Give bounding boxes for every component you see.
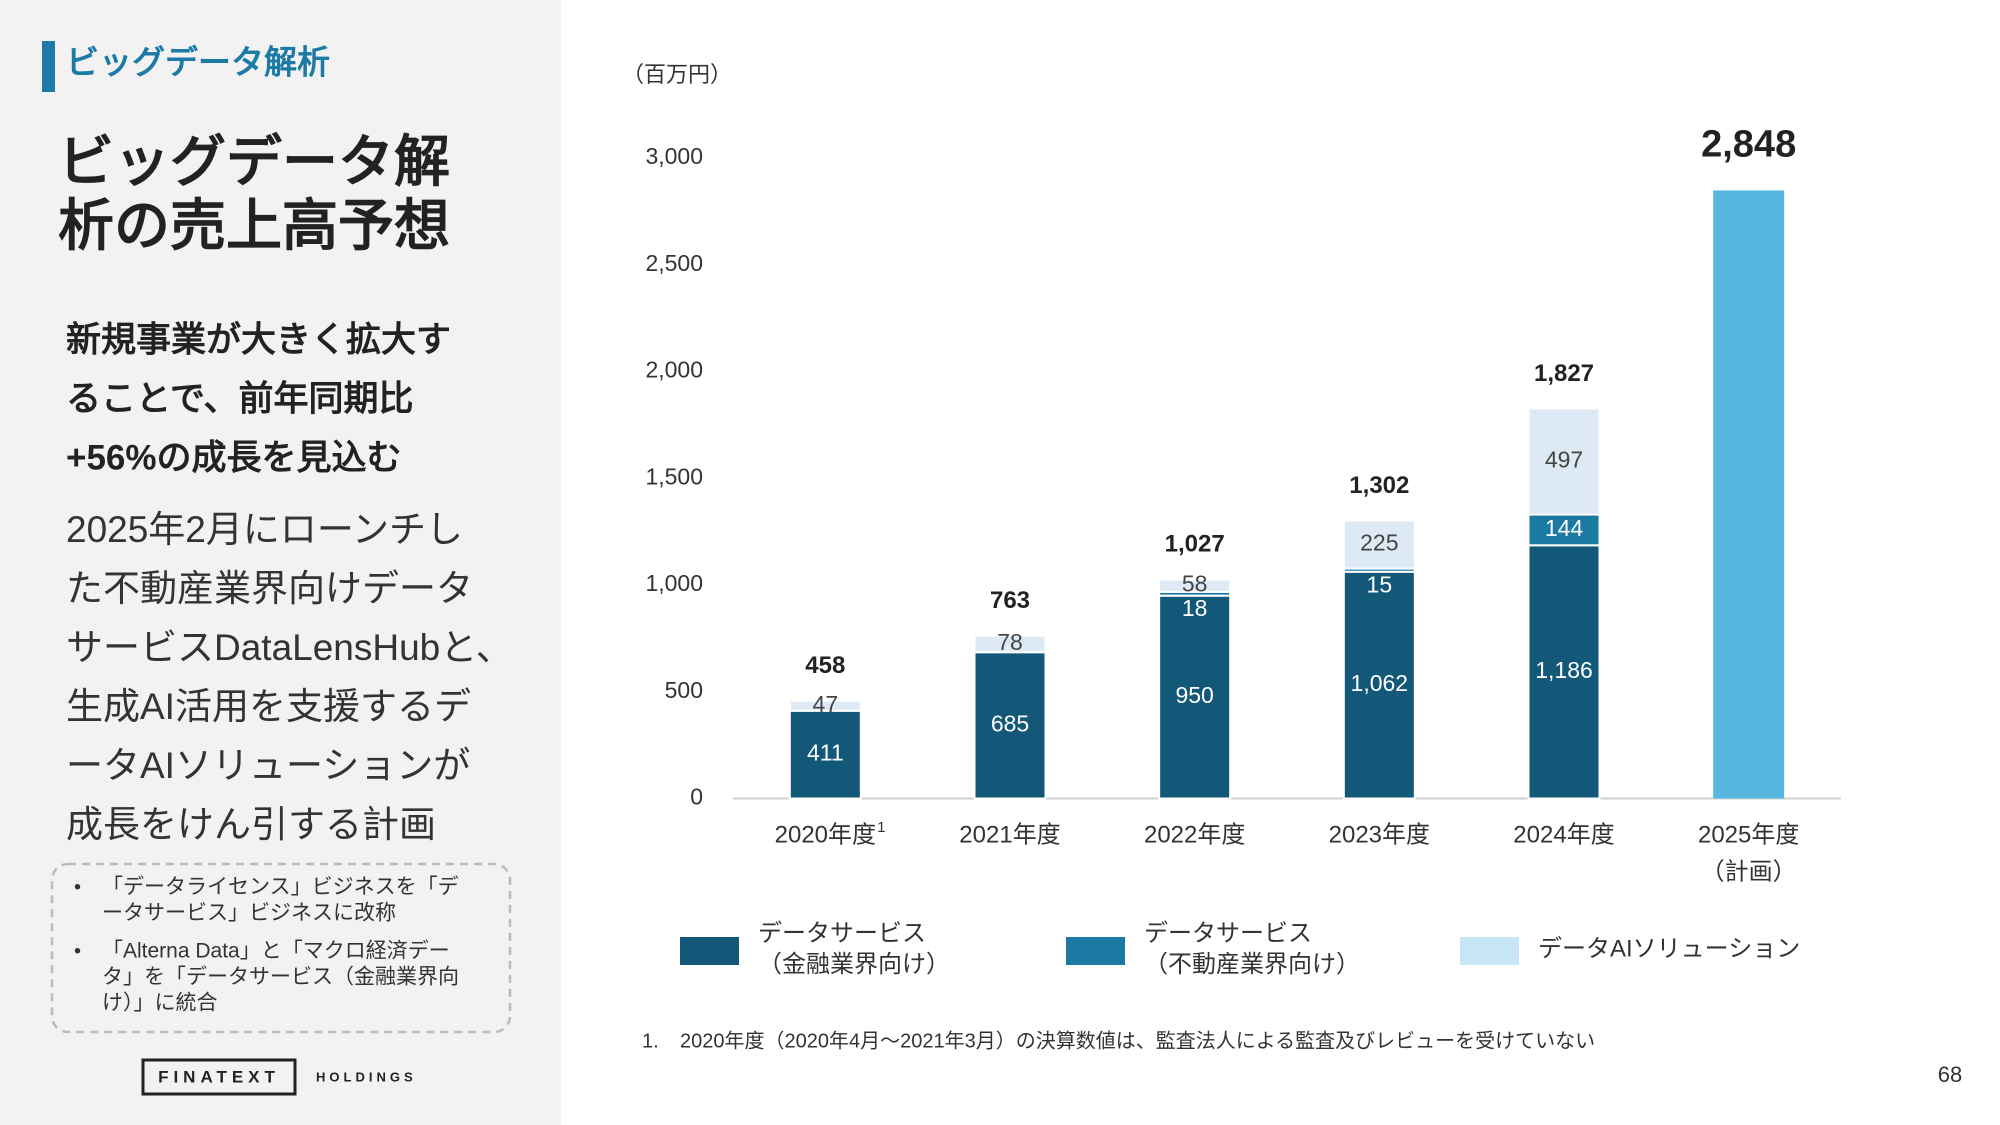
bar-segment (788, 699, 862, 712)
body-text: た不動産業界向けデータ (66, 568, 473, 609)
sidebar-bg (0, 0, 561, 1125)
x-tick-label: 2025年度 (1698, 821, 1799, 848)
bar-segment (1342, 519, 1416, 570)
total-label: 2,848 (1701, 123, 1796, 165)
legend-swatch (680, 937, 739, 965)
legend-line: （不動産業界向け） (1144, 951, 1360, 978)
value-label: 18 (1182, 595, 1208, 621)
body-text: 成長をけん引する計画 (66, 804, 436, 845)
note-text: ータサービス」ビジネスに改称 (102, 902, 396, 925)
bullet: • (74, 940, 81, 962)
value-label: 144 (1545, 515, 1584, 541)
legend-label: データサービス （金融業界向け） (758, 920, 950, 978)
y-tick-label: 3,000 (645, 143, 703, 169)
body-text: サービスDataLensHubと、 (66, 627, 513, 668)
logo-suffix: HOLDINGS (316, 1069, 417, 1084)
legend-swatch (1460, 937, 1519, 965)
note-text: 「Alterna Data」と「マクロ経済デー (102, 940, 450, 963)
y-tick-label: 2,000 (645, 357, 703, 383)
value-label: 685 (991, 710, 1029, 736)
legend-swatch (1066, 937, 1125, 965)
footnote-text: 2020年度（2020年4月〜2021年3月）の決算数値は、監査法人による監査及… (680, 1029, 1595, 1052)
heading: 析の売上高予想 (58, 194, 450, 257)
body-text: 2025年2月にローンチし (66, 509, 463, 550)
x-tick-label: 2024年度 (1513, 821, 1614, 848)
value-label: 58 (1182, 571, 1208, 597)
legend-line: （金融業界向け） (758, 951, 950, 978)
bar-segment (1158, 594, 1232, 800)
bar-segment (1342, 570, 1416, 800)
bar-segment (973, 651, 1047, 800)
bar-segment (1527, 544, 1601, 800)
value-label: 411 (807, 740, 844, 766)
value-label: 47 (813, 691, 839, 717)
page-number: 68 (1938, 1062, 1962, 1087)
note-text: け）」に統合 (102, 992, 218, 1015)
body-text: 生成AI活用を支援するデ (66, 686, 471, 727)
bar-segment (1527, 407, 1601, 516)
x-tick-label: 2023年度 (1329, 821, 1430, 848)
legend-label: データサービス （不動産業界向け） (1144, 920, 1360, 978)
plan-bar (1713, 190, 1785, 799)
value-label: 1,062 (1351, 670, 1409, 696)
y-tick-label: 2,500 (645, 250, 703, 276)
value-label: 497 (1545, 447, 1583, 473)
legend-line: データサービス (1144, 920, 1312, 947)
x-tick-label: 2021年度 (959, 821, 1060, 848)
y-tick-label: 500 (665, 677, 703, 703)
total-label: 763 (990, 587, 1030, 614)
value-label: 950 (1175, 682, 1213, 708)
y-unit: （百万円） (622, 62, 732, 87)
bar-segment (973, 634, 1047, 654)
footnote-mark: 1 (877, 819, 885, 836)
value-label: 225 (1360, 530, 1398, 556)
value-label: 78 (997, 629, 1023, 655)
total-label: 1,827 (1534, 360, 1594, 387)
y-tick-label: 1,500 (645, 463, 703, 489)
bullet: • (74, 876, 81, 898)
x-tick-sublabel: （計画） (1701, 858, 1797, 885)
value-label: 15 (1367, 572, 1393, 598)
legend-line: データサービス (758, 920, 926, 947)
section-label: ビッグデータ解析 (66, 44, 330, 81)
x-tick-label: 2022年度 (1144, 821, 1245, 848)
total-label: 1,302 (1349, 472, 1409, 499)
body-text: ータAIソリューションが (66, 745, 470, 786)
bar-segment (1158, 578, 1232, 593)
value-label: 1,186 (1535, 657, 1593, 683)
legend-label: データAIソリューション (1538, 935, 1800, 962)
section-marker (42, 41, 55, 92)
y-tick-label: 1,000 (645, 570, 703, 596)
bar-segment (788, 709, 862, 800)
y-tick-label: 0 (690, 784, 703, 810)
notes-box (50, 862, 512, 1034)
total-label: 458 (805, 652, 845, 679)
note-text: 「データライセンス」ビジネスを「デ (102, 876, 459, 899)
lead: ることで、前年同期比 (66, 379, 414, 418)
note-text: タ」を「データサービス（金融業界向 (102, 966, 459, 989)
x-tick-label: 2020年度 (775, 821, 876, 848)
logo-brand: FINATEXT (158, 1067, 280, 1086)
heading: ビッグデータ解 (58, 130, 450, 193)
lead: 新規事業が大きく拡大す (66, 320, 451, 359)
lead: +56%の成長を見込む (66, 438, 402, 477)
logo-box (141, 1058, 297, 1096)
footnote-marker: 1. (642, 1030, 659, 1052)
total-label: 1,027 (1165, 531, 1225, 558)
